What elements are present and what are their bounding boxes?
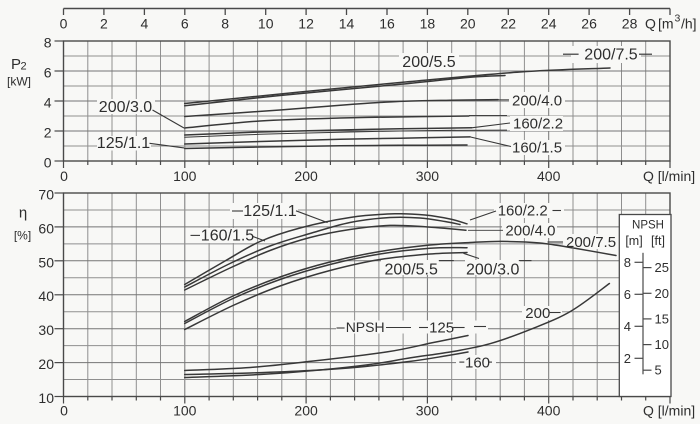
svg-text:6: 6 [44,65,52,81]
svg-text:/h]: /h] [681,16,697,32]
svg-text:125/1.1: 125/1.1 [97,135,150,152]
svg-text:200/4.0: 200/4.0 [512,93,562,110]
svg-text:NPSH: NPSH [346,319,385,335]
svg-text:[m: [m [658,16,674,32]
svg-text:200: 200 [294,168,318,184]
svg-text:100: 100 [173,403,197,419]
svg-text:14: 14 [339,16,355,32]
svg-text:22: 22 [501,16,517,32]
svg-text:20: 20 [38,356,54,372]
svg-text:16: 16 [379,16,395,32]
svg-text:200/4.0: 200/4.0 [505,222,555,239]
svg-text:125/1.1: 125/1.1 [243,203,296,220]
svg-text:10: 10 [655,337,669,352]
svg-text:Q: Q [645,16,656,32]
svg-text:400: 400 [537,403,561,419]
svg-text:8: 8 [44,35,52,51]
svg-text:0: 0 [44,155,52,171]
svg-text:4: 4 [624,319,631,334]
svg-text:200/7.5: 200/7.5 [584,47,637,64]
svg-text:160/1.5: 160/1.5 [512,140,562,157]
svg-text:200/3.0: 200/3.0 [466,262,519,279]
svg-text:25: 25 [655,260,669,275]
svg-text:70: 70 [38,187,54,203]
svg-text:200/5.5: 200/5.5 [402,54,455,71]
svg-text:18: 18 [420,16,436,32]
svg-text:NPSH: NPSH [632,220,664,232]
svg-text:0: 0 [60,168,68,184]
svg-text:200/5.5: 200/5.5 [385,262,438,279]
svg-text:24: 24 [541,16,557,32]
svg-text:40: 40 [38,288,54,304]
svg-text:[kW]: [kW] [7,75,31,89]
svg-text:160/1.5: 160/1.5 [201,227,254,244]
svg-text:300: 300 [416,403,440,419]
svg-text:15: 15 [655,311,669,326]
svg-text:4: 4 [44,95,52,111]
svg-text:100: 100 [173,168,197,184]
svg-text:400: 400 [537,168,561,184]
svg-text:60: 60 [38,220,54,236]
svg-text:160: 160 [465,354,490,371]
svg-text:[ft]: [ft] [651,234,665,248]
svg-text:20: 20 [655,286,669,301]
svg-text:P: P [11,56,21,73]
svg-text:2: 2 [100,16,108,32]
svg-text:12: 12 [298,16,314,32]
svg-text:5: 5 [655,363,662,378]
svg-text:η: η [19,205,27,222]
svg-text:[m]: [m] [625,234,642,248]
svg-text:300: 300 [416,168,440,184]
svg-text:28: 28 [622,16,638,32]
svg-text:4: 4 [141,16,149,32]
svg-text:200/3.0: 200/3.0 [99,99,152,116]
svg-text:6: 6 [181,16,189,32]
svg-text:Q [l/min]: Q [l/min] [643,168,695,184]
svg-text:2: 2 [624,351,631,366]
svg-text:50: 50 [38,254,54,270]
svg-text:0: 0 [60,16,68,32]
svg-text:8: 8 [221,16,229,32]
svg-text:125: 125 [429,320,454,337]
svg-text:26: 26 [581,16,597,32]
svg-text:0: 0 [60,403,68,419]
svg-text:20: 20 [460,16,476,32]
svg-text:10: 10 [38,390,54,406]
svg-text:8: 8 [624,255,631,270]
svg-text:[%]: [%] [14,229,31,243]
svg-text:160/2.2: 160/2.2 [498,203,548,220]
svg-text:2: 2 [20,61,26,73]
svg-text:200: 200 [294,403,318,419]
svg-text:10: 10 [258,16,274,32]
svg-text:2: 2 [44,125,52,141]
svg-text:200: 200 [525,305,550,322]
svg-text:3: 3 [675,13,681,25]
svg-text:30: 30 [38,322,54,338]
svg-text:160/2.2: 160/2.2 [513,116,563,133]
svg-text:200/7.5: 200/7.5 [566,234,616,251]
svg-text:Q [l/min]: Q [l/min] [643,403,695,419]
svg-text:6: 6 [624,287,631,302]
